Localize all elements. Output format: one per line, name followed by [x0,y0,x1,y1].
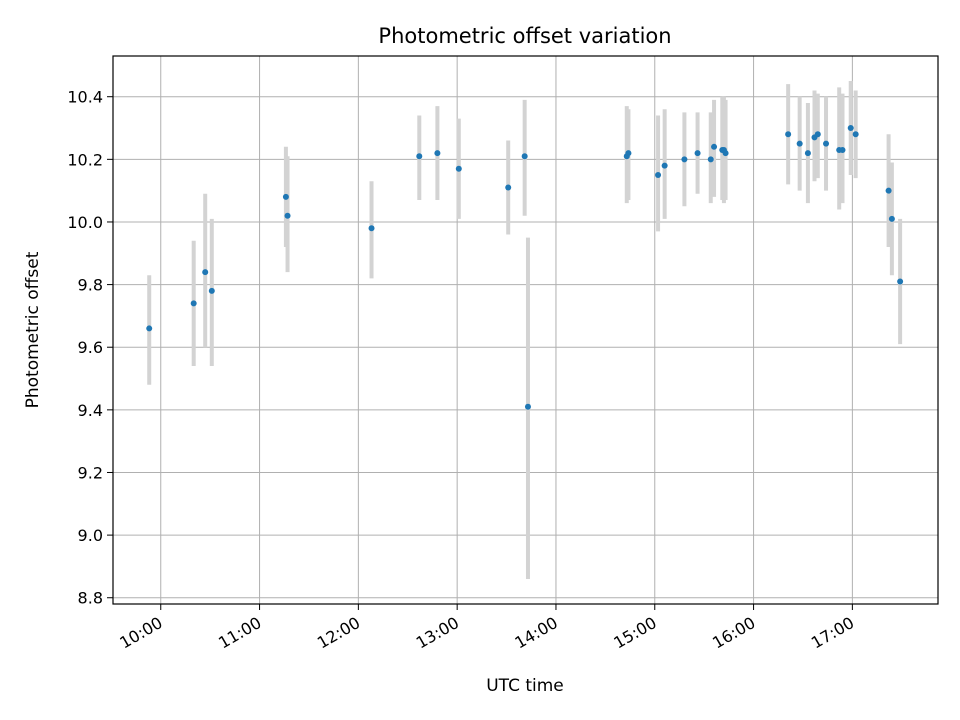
y-tick-label: 9.2 [78,463,103,482]
data-point [804,150,811,157]
data-point [888,215,895,222]
data-point [146,325,153,332]
data-point [505,184,512,191]
data-point [202,269,209,276]
data-point [681,156,688,163]
data-point [434,150,441,157]
chart-title: Photometric offset variation [378,24,671,48]
data-point [282,193,289,200]
data-point [190,300,197,307]
y-tick-label: 8.8 [78,589,103,608]
data-point [785,131,792,138]
y-tick-label: 10.4 [67,88,103,107]
y-tick-label: 9.6 [78,338,103,357]
data-point [416,153,423,160]
data-point [368,225,375,232]
data-point [847,125,854,132]
data-point [885,187,892,194]
y-tick-label: 9.4 [78,401,103,420]
x-axis-label: UTC time [486,676,564,696]
data-point [814,131,821,138]
data-point [661,162,668,169]
y-tick-label: 9.8 [78,276,103,295]
y-tick-label: 10.2 [67,150,103,169]
data-point [839,146,846,153]
data-point [625,150,632,157]
data-point [694,150,701,157]
data-point [722,150,729,157]
data-point [796,140,803,147]
data-point [707,156,714,163]
data-points [146,125,904,410]
data-point [524,403,531,410]
y-axis-label: Photometric offset [23,251,43,408]
data-point [852,131,859,138]
data-point [208,287,215,294]
data-point [455,165,462,172]
data-point [897,278,904,285]
data-point [823,140,830,147]
data-point [655,171,662,178]
y-tick-label: 10.0 [67,213,103,232]
data-point [284,212,291,219]
data-point [521,153,528,160]
y-tick-label: 9.0 [78,526,103,545]
y-axis-ticks: 8.8 9.0 9.2 9.4 9.6 9.8 10.0 10.2 10.4 [67,88,113,608]
data-point [711,143,718,150]
plot-area-frame [112,55,939,605]
